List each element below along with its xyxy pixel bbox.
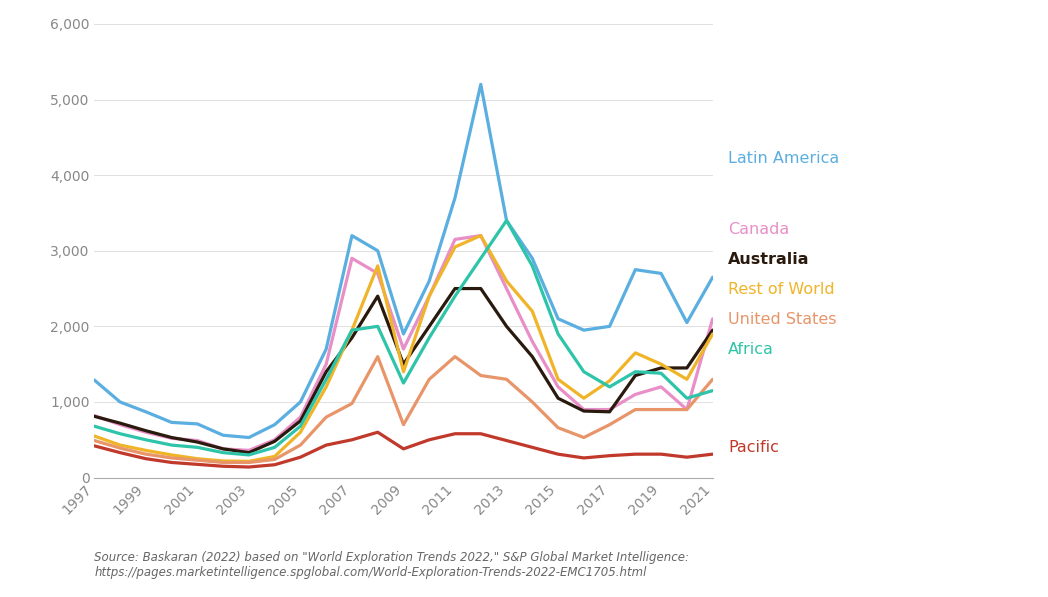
Text: United States: United States xyxy=(728,312,837,327)
Text: Africa: Africa xyxy=(728,341,774,357)
Text: Source: Baskaran (2022) based on "World Exploration Trends 2022," S&P Global Mar: Source: Baskaran (2022) based on "World … xyxy=(94,551,690,579)
Text: Latin America: Latin America xyxy=(728,150,839,166)
Text: Pacific: Pacific xyxy=(728,440,780,456)
Text: Rest of World: Rest of World xyxy=(728,282,835,297)
Text: Canada: Canada xyxy=(728,222,789,238)
Text: Australia: Australia xyxy=(728,252,810,267)
